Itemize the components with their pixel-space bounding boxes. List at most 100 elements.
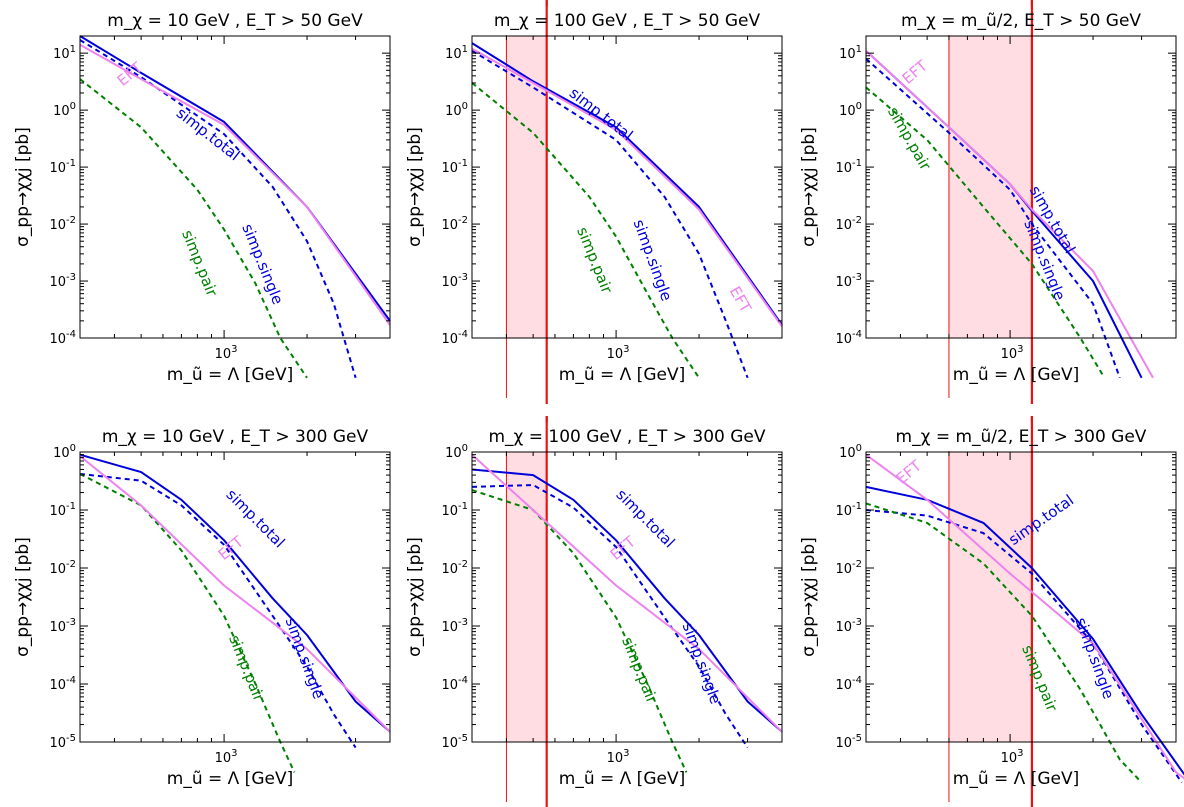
x-tick-label: 103 bbox=[607, 344, 630, 362]
curve-label-single: simp.single bbox=[630, 217, 676, 303]
x-axis: 103 bbox=[865, 452, 1177, 766]
panel-title: m_χ = m_ũ/2, E_T > 300 GeV bbox=[896, 427, 1147, 447]
y-tick-label: 101 bbox=[53, 44, 76, 62]
y-axis: 100 10-1 10-2 10-3 10-4 10-5 bbox=[441, 443, 782, 751]
y-tick-label: 10-1 bbox=[835, 158, 862, 176]
series-EFT bbox=[471, 47, 783, 327]
series-simp-total bbox=[471, 42, 783, 326]
series-group bbox=[865, 453, 1184, 784]
panel-6: m_χ = m_ũ/2, E_T > 300 GeV 100 10-1 10-2 10-… bbox=[799, 416, 1184, 807]
y-tick-label: 100 bbox=[53, 101, 76, 119]
y-tick-label: 10-4 bbox=[835, 329, 862, 347]
y-tick-label: 10-3 bbox=[835, 617, 862, 635]
curve-label-pair: simp.pair bbox=[618, 634, 661, 706]
series-simp-single bbox=[865, 57, 1121, 379]
panel-2: m_χ = 100 GeV , E_T > 50 GeV10110010-110… bbox=[405, 0, 786, 404]
y-axis: 100 10-1 10-2 10-3 10-4 10-5 bbox=[835, 443, 1176, 751]
y-tick-label: 10-4 bbox=[441, 675, 468, 693]
y-tick-label: 10-1 bbox=[441, 501, 468, 519]
curve-label-eft: EFT bbox=[114, 58, 147, 90]
panel-title: m_χ = 10 GeV , E_T > 50 GeV bbox=[107, 11, 363, 31]
panel-4: m_χ = 10 GeV , E_T > 300 GeV10010-110-21… bbox=[13, 422, 394, 789]
excluded-band bbox=[506, 36, 547, 338]
x-axis: 103 bbox=[471, 452, 783, 766]
series-group bbox=[865, 50, 1154, 379]
series-simp-pair bbox=[79, 78, 308, 379]
y-tick-label: 10-4 bbox=[441, 329, 468, 347]
series-EFT bbox=[471, 453, 783, 733]
x-axis: 103 bbox=[471, 36, 783, 362]
panel-1: m_χ = 10 GeV , E_T > 50 GeV 101 100 10-1 10-… bbox=[13, 6, 394, 385]
curve-label-eft: EFT bbox=[726, 283, 756, 316]
series-simp-single bbox=[471, 484, 749, 749]
curve-label-eft: EFT bbox=[893, 456, 926, 488]
series-simp-pair bbox=[865, 502, 1143, 784]
y-tick-label: 10-3 bbox=[49, 272, 76, 290]
panel-title: m_χ = m_ũ/2, E_T > 50 GeV bbox=[901, 11, 1141, 31]
x-axis-label: m_ũ = Λ [GeV] bbox=[953, 365, 1079, 385]
curve-label-pair: simp.pair bbox=[178, 227, 221, 299]
series-simp-single bbox=[865, 509, 1183, 784]
y-tick-label: 10-2 bbox=[441, 215, 468, 233]
panel-3: m_χ = m_ũ/2, E_T > 50 GeV 101 100 10-1 10-2 1… bbox=[799, 0, 1180, 404]
x-axis-label: m_ũ = Λ [GeV] bbox=[559, 365, 685, 385]
x-axis: 103 bbox=[865, 36, 1177, 362]
y-tick-label: 10-4 bbox=[49, 675, 76, 693]
excluded-band bbox=[948, 452, 1032, 742]
series-EFT bbox=[865, 50, 1154, 379]
y-tick-label: 100 bbox=[839, 443, 862, 461]
y-tick-label: 10-1 bbox=[835, 501, 862, 519]
y-tick-label: 10-3 bbox=[441, 617, 468, 635]
y-tick-label: 10-1 bbox=[49, 501, 76, 519]
y-tick-label: 10-2 bbox=[835, 215, 862, 233]
x-tick-label: 103 bbox=[1001, 344, 1024, 362]
x-tick-label: 103 bbox=[607, 748, 630, 766]
series-simp-single bbox=[79, 472, 357, 749]
y-axis-label: σ_pp→χχj [pb] bbox=[13, 127, 33, 247]
curve-label-eft: EFT bbox=[899, 56, 932, 88]
y-axis-label: σ_pp→χχj [pb] bbox=[799, 127, 819, 247]
y-tick-label: 10-2 bbox=[49, 215, 76, 233]
series-simp-single bbox=[471, 49, 749, 379]
y-axis: 100 10-1 10-2 10-3 10-4 10-5 bbox=[49, 443, 390, 751]
x-axis-label: m_ũ = Λ [GeV] bbox=[953, 769, 1079, 789]
x-axis-label: m_ũ = Λ [GeV] bbox=[559, 769, 685, 789]
axes-frame bbox=[865, 451, 1177, 743]
y-tick-label: 10-1 bbox=[49, 158, 76, 176]
y-tick-label: 10-2 bbox=[441, 559, 468, 577]
curve-label-single: simp.single bbox=[282, 615, 328, 701]
y-tick-label: 10-4 bbox=[835, 675, 862, 693]
y-tick-label: 10-5 bbox=[49, 733, 76, 751]
axes-frame bbox=[79, 35, 391, 339]
y-tick-label: 10-4 bbox=[49, 329, 76, 347]
series-simp-single bbox=[79, 39, 357, 379]
series-simp-pair bbox=[865, 86, 1106, 379]
y-tick-label: 10-3 bbox=[49, 617, 76, 635]
x-axis: 103 bbox=[79, 36, 391, 362]
axes-frame bbox=[79, 451, 391, 743]
x-axis-label: m_ũ = Λ [GeV] bbox=[167, 769, 293, 789]
curve-label-pair: simp.pair bbox=[225, 632, 268, 704]
y-tick-label: 10-3 bbox=[441, 272, 468, 290]
x-axis-label: m_ũ = Λ [GeV] bbox=[167, 365, 293, 385]
axes-frame bbox=[471, 451, 783, 743]
y-tick-label: 10-5 bbox=[835, 733, 862, 751]
y-tick-label: 100 bbox=[839, 101, 862, 119]
curve-label-single: simp.single bbox=[679, 620, 725, 706]
y-axis-label: σ_pp→χχj [pb] bbox=[13, 537, 33, 657]
axes-frame bbox=[865, 35, 1177, 339]
series-EFT bbox=[79, 455, 391, 733]
y-tick-label: 100 bbox=[445, 101, 468, 119]
panel-title: m_χ = 100 GeV , E_T > 50 GeV bbox=[494, 11, 761, 31]
y-axis-label: σ_pp→χχj [pb] bbox=[799, 537, 819, 657]
y-tick-label: 101 bbox=[839, 44, 862, 62]
y-tick-label: 10-2 bbox=[49, 559, 76, 577]
curve-label-total: simp.total bbox=[566, 84, 636, 144]
series-EFT bbox=[865, 453, 1184, 780]
panel-title: m_χ = 100 GeV , E_T > 300 GeV bbox=[488, 427, 765, 447]
y-tick-label: 100 bbox=[53, 443, 76, 461]
panel-title: m_χ = 10 GeV , E_T > 300 GeV bbox=[102, 427, 369, 447]
